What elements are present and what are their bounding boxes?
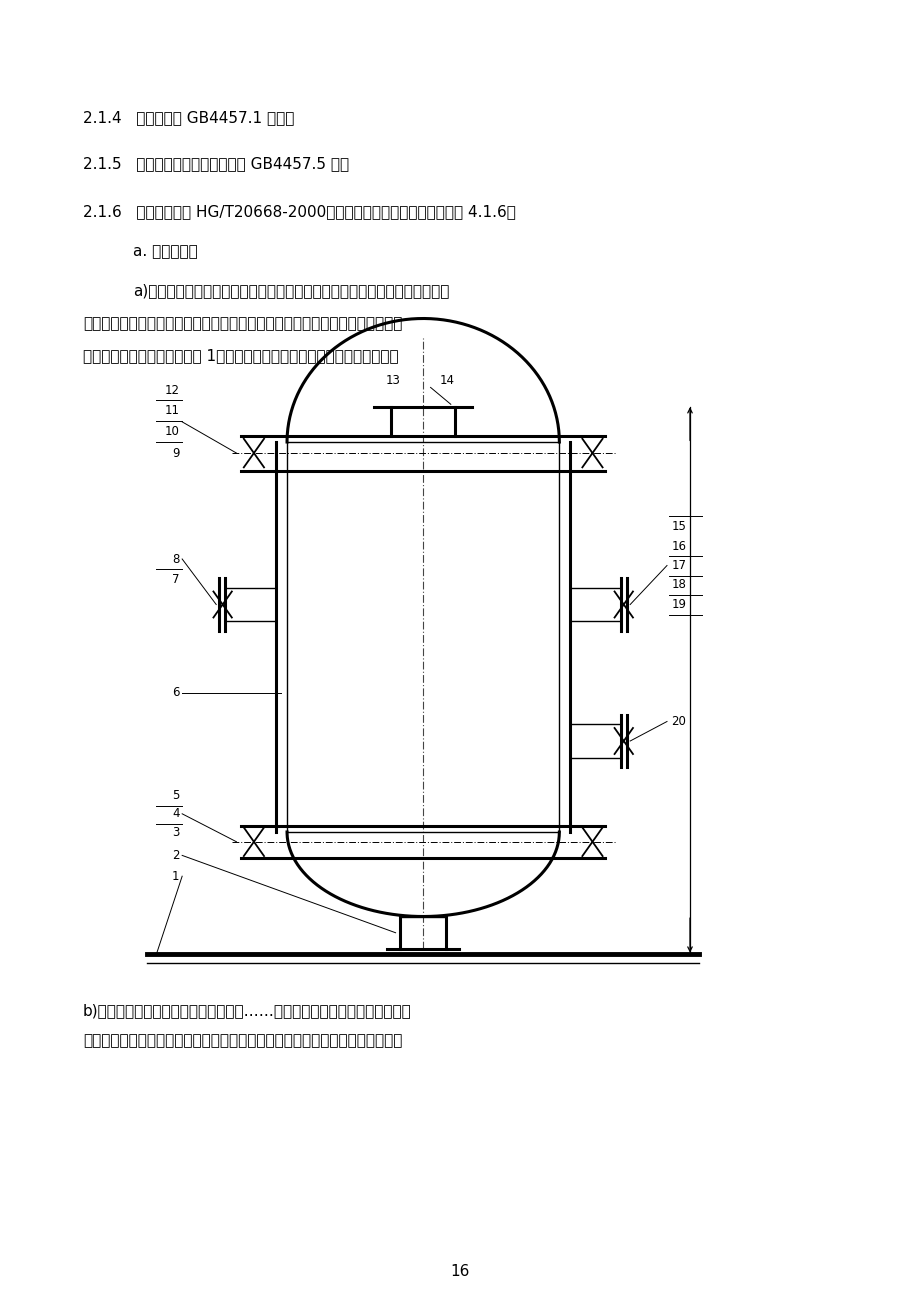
Text: 14: 14 — [439, 374, 454, 387]
Text: 2.1.4   图线应符合 GB4457.1 规定。: 2.1.4 图线应符合 GB4457.1 规定。 — [83, 111, 294, 126]
Text: 沿垂直方向或水平排列；可布满四周，但应尽量编排在图形的左方和上方，并安: 沿垂直方向或水平排列；可布满四周，但应尽量编排在图形的左方和上方，并安 — [83, 316, 402, 332]
Text: 12: 12 — [165, 384, 179, 396]
Text: 1: 1 — [172, 870, 179, 883]
Text: 17: 17 — [671, 559, 686, 572]
Text: 3: 3 — [172, 826, 179, 838]
Text: 8: 8 — [172, 552, 179, 566]
Text: a. 件号的标注: a. 件号的标注 — [133, 244, 198, 260]
Text: 4: 4 — [172, 807, 179, 820]
Text: 2: 2 — [172, 849, 179, 862]
Text: 6: 6 — [172, 686, 179, 699]
Text: 10: 10 — [165, 425, 179, 438]
Text: 另外绘制局部放大图的一组零、部件允许在一个引出线上同时引出若干件号，但: 另外绘制局部放大图的一组零、部件允许在一个引出线上同时引出若干件号，但 — [83, 1034, 402, 1049]
Text: 16: 16 — [449, 1264, 470, 1279]
Text: 9: 9 — [172, 447, 179, 460]
Text: 7: 7 — [172, 573, 179, 586]
Text: 16: 16 — [671, 540, 686, 552]
Text: 19: 19 — [671, 598, 686, 611]
Text: 20: 20 — [671, 715, 686, 728]
Text: 15: 15 — [671, 520, 686, 533]
Text: 2.1.5   剖面符号，剖面符号应符合 GB4457.5 规定: 2.1.5 剖面符号，剖面符号应符合 GB4457.5 规定 — [83, 156, 348, 172]
Text: b)一组紧固件（如螺栓、螺母、垫片，……）以及装配关系清楚的一组零件或: b)一组紧固件（如螺栓、螺母、垫片，……）以及装配关系清楚的一组零件或 — [83, 1004, 411, 1019]
Text: 18: 18 — [671, 578, 686, 592]
Text: a)件号应尽量编排在主视图上，并由其左下方开始，按件号顺序顺时针整齐地: a)件号应尽量编排在主视图上，并由其左下方开始，按件号顺序顺时针整齐地 — [133, 283, 449, 299]
Text: 13: 13 — [385, 374, 400, 387]
Text: 排在外形尺寸线的外侧。如图 1。若有遗漏或增添的件号应在外圈编排补足。: 排在外形尺寸线的外侧。如图 1。若有遗漏或增添的件号应在外圈编排补足。 — [83, 348, 398, 364]
Text: 2.1.6   图样的画法按 HG/T20668-2000《化工设备设计文件编制规定》中 4.1.6。: 2.1.6 图样的画法按 HG/T20668-2000《化工设备设计文件编制规定… — [83, 204, 516, 220]
Text: 11: 11 — [165, 404, 179, 417]
Text: 5: 5 — [172, 789, 179, 802]
